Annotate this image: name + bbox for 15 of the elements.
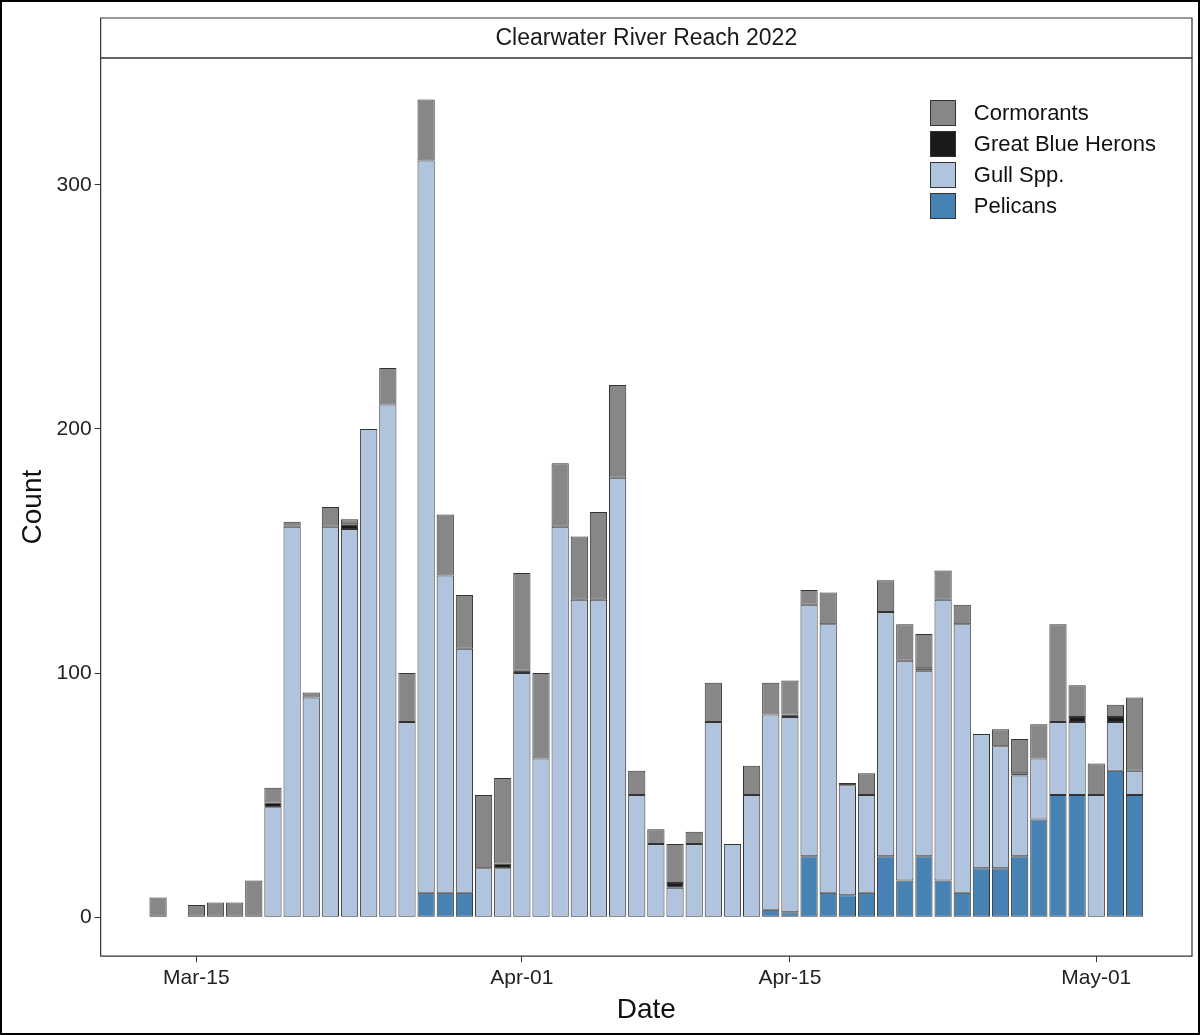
y-tick-label: 300 [56, 171, 92, 195]
y-tick-label: 200 [56, 415, 92, 439]
x-tick-label: Apr-01 [490, 964, 554, 988]
x-axis-title: Date [616, 992, 676, 1024]
y-axis-title: Count [15, 469, 47, 545]
x-tick-label: May-01 [1061, 964, 1132, 988]
legend-label: Cormorants [973, 99, 1089, 126]
legend-label: Great Blue Herons [973, 130, 1156, 157]
x-tick-label: Apr-15 [758, 964, 822, 988]
legend-label: Gull Spp. [973, 161, 1065, 188]
y-tick-label: 0 [79, 903, 92, 927]
x-tick-label: Mar-15 [163, 964, 230, 988]
legend-label: Pelicans [973, 192, 1057, 219]
y-tick-label: 100 [56, 659, 92, 683]
chart-title: Clearwater River Reach 2022 [495, 24, 798, 51]
